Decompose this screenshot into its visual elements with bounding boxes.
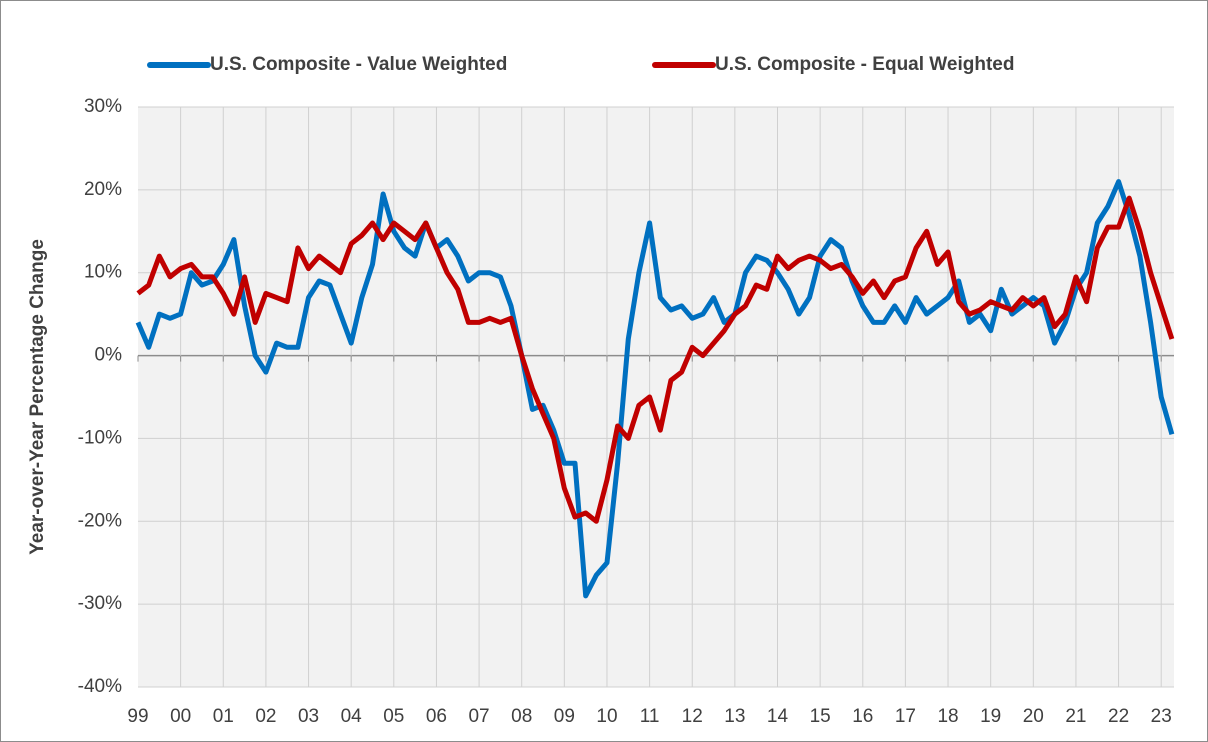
x-tick-label: 09 [554, 706, 575, 727]
series-line [135, 179, 1175, 599]
x-tick-label: 23 [1151, 706, 1172, 727]
x-tick-label: 07 [468, 706, 489, 727]
y-tick-label: -30% [78, 593, 122, 614]
x-tick-label: 03 [298, 706, 319, 727]
x-tick-label: 18 [937, 706, 958, 727]
x-tick-label: 20 [1023, 706, 1044, 727]
x-tick-label: 08 [511, 706, 532, 727]
x-tick-label: 15 [810, 706, 831, 727]
x-tick-label: 10 [596, 706, 617, 727]
plot-area [138, 107, 1174, 687]
legend-label: U.S. Composite - Equal Weighted [715, 54, 1014, 75]
y-tick-label: -20% [78, 510, 122, 531]
x-tick-label: 02 [255, 706, 276, 727]
y-tick-label: 0% [95, 345, 123, 366]
x-tick-label: 19 [980, 706, 1001, 727]
y-axis-title: Year-over-Year Percentage Change [27, 239, 48, 555]
series-line [136, 195, 1175, 524]
x-tick-label: 16 [852, 706, 873, 727]
x-tick-label: 99 [127, 706, 148, 727]
x-tick-label: 13 [724, 706, 745, 727]
x-tick-label: 22 [1108, 706, 1129, 727]
x-tick-label: 21 [1065, 706, 1086, 727]
x-tick-label: 17 [895, 706, 916, 727]
x-tick-label: 00 [170, 706, 191, 727]
x-tick-label: 04 [341, 706, 363, 727]
y-tick-label: -40% [78, 676, 122, 697]
legend-label: U.S. Composite - Value Weighted [210, 54, 507, 75]
y-tick-label: 30% [84, 96, 122, 117]
x-tick-label: 11 [640, 706, 660, 727]
y-tick-label: 10% [84, 262, 122, 283]
x-tick-label: 01 [213, 706, 234, 727]
x-tick-label: 12 [682, 706, 703, 727]
y-tick-label: 20% [84, 179, 122, 200]
y-tick-label: -10% [78, 427, 122, 448]
x-tick-label: 05 [383, 706, 404, 727]
x-tick-label: 06 [426, 706, 447, 727]
x-tick-label: 14 [767, 706, 789, 727]
